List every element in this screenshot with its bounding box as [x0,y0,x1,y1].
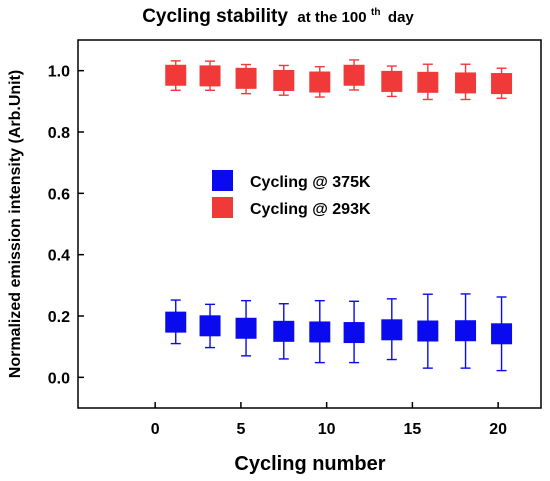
x-tick-label: 10 [318,421,336,438]
y-tick-label: 0.2 [48,309,70,326]
y-tick-label: 0.8 [48,125,70,142]
data-point-marker [491,73,513,95]
legend: Cycling @ 375K Cycling @ 293K [212,170,371,218]
data-point-marker [309,71,331,93]
x-tick-label: 20 [489,421,507,438]
data-point-marker [165,64,187,86]
data-point-marker [199,315,221,337]
y-axis-ticks: 0.0 0.2 0.4 0.6 0.8 1.0 [48,64,84,387]
data-point-marker [417,320,439,342]
chart-title-main: Cycling stability [142,6,288,27]
x-tick-label: 15 [403,421,421,438]
data-point-marker [381,70,403,92]
plot-frame [77,39,542,409]
series-293k [165,59,513,101]
legend-swatch-375k [212,170,233,191]
data-point-marker [273,69,295,91]
legend-swatch-293k [212,197,233,218]
data-point-marker [309,321,331,343]
legend-label-293k: Cycling @ 293K [250,201,371,218]
y-tick-label: 1.0 [48,64,70,81]
y-tick-label: 0.4 [48,248,70,265]
data-point-marker [455,320,477,342]
data-point-marker [455,72,477,94]
chart-title-superscript: th [371,7,380,18]
x-axis-ticks: 0 5 10 15 20 [151,402,507,438]
data-point-marker [343,322,365,344]
series-375k [165,293,513,372]
data-point-marker [417,71,439,93]
data-series-layer [165,59,513,372]
chart-title-suffix: at the 100 [297,9,366,26]
x-tick-label: 5 [236,421,245,438]
data-point-marker [343,64,365,86]
legend-label-375k: Cycling @ 375K [250,174,371,191]
x-axis-title: Cycling number [234,453,385,475]
y-tick-label: 0.6 [48,186,70,203]
data-point-marker [491,323,513,345]
data-point-marker [199,65,221,87]
y-axis-title: Normalized emission intensity (Arb.Unit) [7,70,24,378]
data-point-marker [235,317,257,339]
data-point-marker [381,319,403,341]
data-point-marker [165,311,187,333]
chart-title-tail: day [388,9,415,26]
data-point-marker [235,67,257,89]
x-tick-label: 0 [151,421,160,438]
y-tick-label: 0.0 [48,370,70,387]
chart-title: Cycling stability at the 100 th day [142,2,414,27]
data-point-marker [273,320,295,342]
